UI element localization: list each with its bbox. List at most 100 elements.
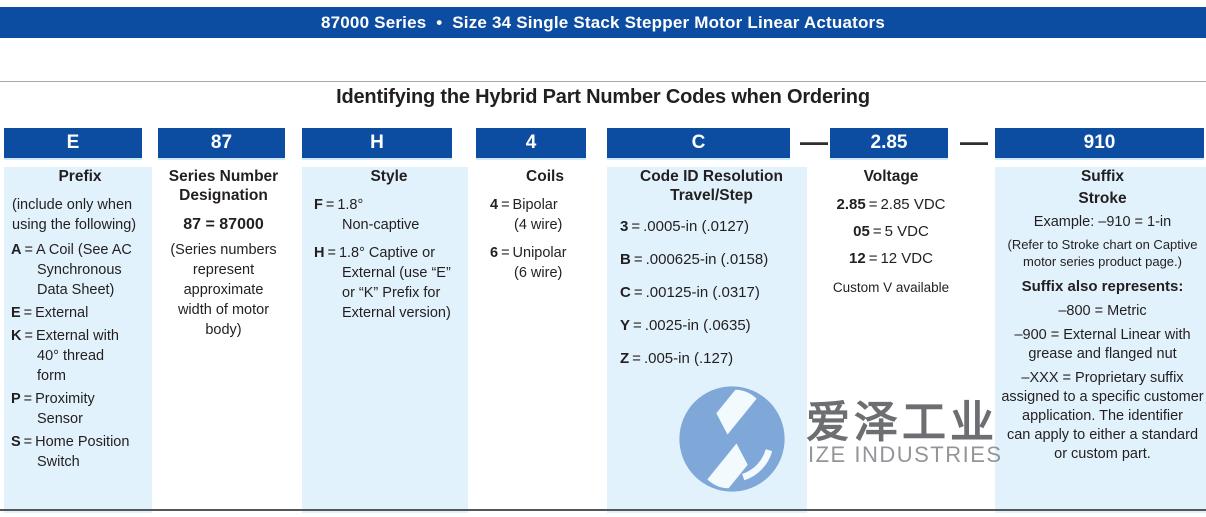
column-title: Prefix <box>58 168 102 185</box>
code-description: 5 VDC <box>884 223 929 240</box>
code-column-suffix: 910 Suffix Stroke Example: –910 = 1-in (… <box>995 128 1206 513</box>
top-divider-rule <box>0 81 1206 82</box>
column-code-header: 4 <box>476 128 586 160</box>
column-code-header: H <box>302 128 452 160</box>
column-title: Voltage <box>863 168 919 185</box>
column-code-header: 2.85 <box>830 128 948 160</box>
code-letter: 4 <box>490 197 499 213</box>
code-definition: E = External <box>11 303 149 323</box>
equals-sign: = <box>633 251 643 268</box>
equals-sign: = <box>868 250 878 267</box>
code-definition: A = A Coil (See AC Synchronous Data Sheet) <box>11 240 149 300</box>
equals-sign: = <box>23 391 33 407</box>
code-column-series-number: 87 Series Number Designation 87 = 87000 … <box>158 128 285 513</box>
code-letter: 05 <box>853 223 870 240</box>
column-code-header: C <box>607 128 790 160</box>
code-letter: F <box>314 197 323 213</box>
suffix-item: –800 = Metric <box>1058 303 1147 319</box>
code-definition: S = Home Position Switch <box>11 432 149 472</box>
code-description: .0025-in (.0635) <box>644 317 751 334</box>
column-title: Coils <box>526 168 564 185</box>
code-letter: P <box>11 391 21 407</box>
code-description: Home Position Switch <box>35 434 130 470</box>
equals-sign: = <box>632 350 641 367</box>
stroke-example: Example: –910 = 1-in <box>1033 214 1172 230</box>
column-note: (include only when using the following) <box>12 197 137 233</box>
column-body: Prefix (include only when using the foll… <box>4 167 152 513</box>
code-definition: B = .000625-in (.0158) <box>620 250 803 270</box>
series-equation: 87 = 87000 <box>183 216 264 233</box>
code-letter: 2.85 <box>836 196 866 213</box>
code-definition: H = 1.8° Captive or External (use “E” or “… <box>314 243 464 323</box>
equals-sign: = <box>633 317 642 334</box>
bottom-divider-rule <box>0 509 1206 511</box>
code-letter: Y <box>620 317 631 334</box>
dash-separator: — <box>800 126 828 157</box>
code-description: 2.85 VDC <box>880 196 946 213</box>
code-definition: P = Proximity Sensor <box>11 389 149 429</box>
code-definition: 2.85 = 2.85 VDC <box>832 195 950 215</box>
column-title: Code ID Resolution Travel/Step <box>640 168 783 204</box>
code-column-prefix: E Prefix (include only when using the fo… <box>4 128 152 513</box>
ize-logo-icon <box>676 383 788 495</box>
column-code-header: 910 <box>995 128 1204 160</box>
column-code-header: 87 <box>158 128 285 160</box>
suffix-also-title: Suffix also represents: <box>1021 278 1184 295</box>
code-description: 12 VDC <box>880 250 933 267</box>
column-title: Suffix <box>1080 168 1125 185</box>
page-title: Identifying the Hybrid Part Number Codes… <box>336 86 870 108</box>
code-definition: 4 = Bipolar (4 wire) <box>490 195 600 235</box>
code-description: .00125-in (.0317) <box>645 284 760 301</box>
column-body: Style F = 1.8° Non-captive H = 1.8° Captive … <box>302 167 468 513</box>
equals-sign: = <box>23 434 33 450</box>
equals-sign: = <box>23 305 33 321</box>
code-definition: C = .00125-in (.0317) <box>620 283 803 303</box>
code-description: External with 40° thread form <box>35 328 119 384</box>
code-description: .005-in (.127) <box>643 350 734 367</box>
equals-sign: = <box>633 284 643 301</box>
watermark-english-text: IZE INDUSTRIES <box>808 442 1003 467</box>
suffix-item: –XXX = Proprietary suffix assigned to a … <box>1001 370 1204 462</box>
equals-sign: = <box>501 197 510 213</box>
code-definition: 3 = .0005-in (.0127) <box>620 217 803 237</box>
code-letter: H <box>314 245 325 261</box>
code-definition: 05 = 5 VDC <box>832 222 950 242</box>
code-letter: E <box>11 305 21 321</box>
code-definition: K = External with 40° thread form <box>11 326 149 386</box>
equals-sign: = <box>868 196 878 213</box>
column-code-header: E <box>4 128 142 160</box>
code-column-style: H Style F = 1.8° Non-captive H = 1.8° Captiv… <box>302 128 468 513</box>
code-letter: Z <box>620 350 630 367</box>
code-description: .0005-in (.0127) <box>643 218 750 235</box>
equals-sign: = <box>872 223 882 240</box>
code-column-coils: 4 Coils 4 = Bipolar (4 wire) 6 = Unipolar (6… <box>476 128 586 513</box>
code-description: Unipolar (6 wire) <box>512 245 567 281</box>
series-banner: 87000 Series • Size 34 Single Stack Step… <box>0 7 1206 38</box>
code-description: A Coil (See AC Synchronous Data Sheet) <box>35 242 132 298</box>
stroke-note: (Refer to Stroke chart on Captive motor … <box>1007 237 1198 269</box>
code-definition: 6 = Unipolar (6 wire) <box>490 243 600 283</box>
code-letter: 6 <box>490 245 499 261</box>
code-description: External <box>35 305 89 321</box>
code-description: 1.8° Captive or External (use “E” or “K”… <box>338 245 451 321</box>
code-definition: Y = .0025-in (.0635) <box>620 316 803 336</box>
equals-sign: = <box>631 218 641 235</box>
equals-sign: = <box>24 328 33 344</box>
code-description: .000625-in (.0158) <box>645 251 769 268</box>
equals-sign: = <box>24 242 33 258</box>
code-definition: Z = .005-in (.127) <box>620 349 803 369</box>
code-letter: K <box>11 328 22 344</box>
code-description: Bipolar (4 wire) <box>512 197 563 233</box>
code-letter: A <box>11 242 22 258</box>
dash-separator: — <box>960 126 988 157</box>
column-body: Suffix Stroke Example: –910 = 1-in (Refe… <box>995 167 1206 513</box>
code-definition: 12 = 12 VDC <box>832 249 950 269</box>
column-body: Coils 4 = Bipolar (4 wire) 6 = Unipolar (6 w… <box>476 167 602 513</box>
code-column-voltage: 2.85 Voltage 2.85 = 2.85 VDC 05 = 5 VDC 12 = 1… <box>830 128 949 513</box>
column-title: Style <box>370 168 408 185</box>
equals-sign: = <box>501 245 510 261</box>
code-description: Proximity Sensor <box>35 391 95 427</box>
code-definition: F = 1.8° Non-captive <box>314 195 464 235</box>
column-body: Voltage 2.85 = 2.85 VDC 05 = 5 VDC 12 = 12 VDC… <box>830 167 952 513</box>
